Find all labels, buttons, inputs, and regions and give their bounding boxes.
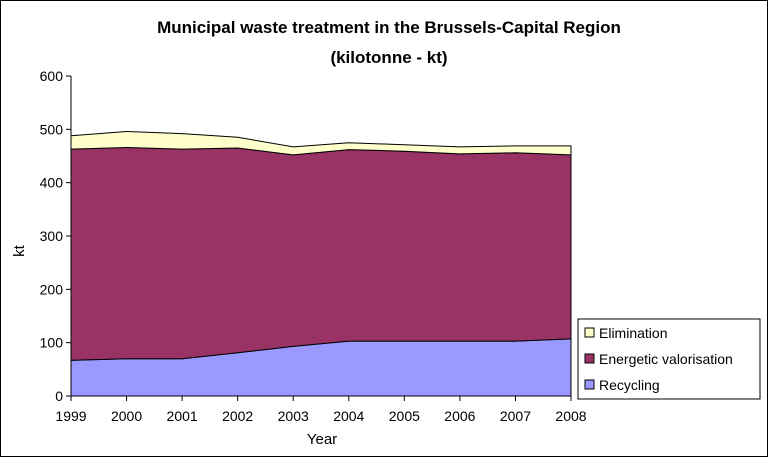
x-tick-label: 2001 — [167, 408, 198, 424]
x-tick-label: 2002 — [222, 408, 253, 424]
area-energetic-valorisation — [70, 146, 572, 361]
legend-label: Energetic valorisation — [599, 351, 733, 367]
x-tick-label: 2004 — [333, 408, 364, 424]
y-tick-label: 100 — [40, 335, 64, 351]
y-tick-label: 500 — [40, 121, 64, 137]
x-tick-label: 2006 — [444, 408, 475, 424]
x-tick-label: 2000 — [111, 408, 142, 424]
x-tick-label: 2007 — [500, 408, 531, 424]
x-tick-label: 2005 — [389, 408, 420, 424]
y-axis-label: kt — [11, 244, 28, 257]
x-tick-label: 2008 — [555, 408, 586, 424]
legend-swatch — [584, 327, 595, 338]
x-tick-label: 2003 — [278, 408, 309, 424]
x-tick-label: 1999 — [55, 408, 86, 424]
area-elimination — [70, 130, 572, 156]
legend-label: Recycling — [599, 377, 660, 393]
y-tick-label: 200 — [40, 281, 64, 297]
legend: Elimination Energetic valorisation Recycli… — [577, 318, 761, 400]
x-axis-label: Year — [307, 431, 337, 448]
chart-title: Municipal waste treatment in the Brussel… — [157, 18, 621, 37]
legend-swatch — [584, 353, 595, 364]
y-tick-label: 400 — [40, 175, 64, 191]
chart-subtitle: (kilotonne - kt) — [330, 48, 447, 67]
y-tick-label: 600 — [40, 68, 64, 84]
legend-swatch — [584, 379, 595, 390]
legend-box — [577, 318, 761, 400]
y-tick-label: 300 — [40, 228, 64, 244]
y-tick-label: 0 — [55, 388, 63, 404]
legend-label: Elimination — [599, 325, 667, 341]
